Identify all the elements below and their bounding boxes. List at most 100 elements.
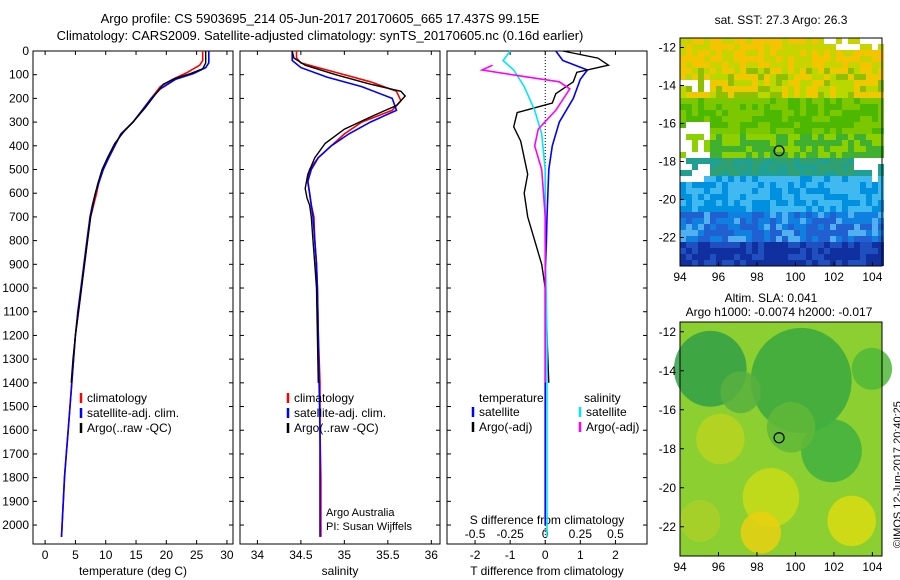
sst-cell [698,134,704,140]
sst-cell [740,206,746,212]
sst-cell [878,68,884,74]
sst-cell [806,92,812,98]
sst-cell [758,218,764,224]
sst-cell [746,176,752,182]
sst-cell [872,188,878,194]
sst-cell [824,194,830,200]
sst-cell [770,128,776,134]
sst-cell [722,110,728,116]
sst-cell [692,134,698,140]
sst-cell [818,164,824,170]
sst-cell [692,218,698,224]
sst-cell [746,146,752,152]
sst-cell [788,164,794,170]
sst-cell [848,116,854,122]
sst-cell [710,188,716,194]
sst-cell [818,98,824,104]
sst-cell [854,62,860,68]
y-tick-label: 1600 [2,423,29,437]
sst-cell [836,176,842,182]
sst-cell [722,218,728,224]
sst-cell [758,86,764,92]
legend-header: salinity [584,391,621,405]
sst-cell [746,242,752,248]
sst-cell [746,110,752,116]
sst-cell [812,146,818,152]
sst-cell [878,116,884,122]
sst-cell [800,176,806,182]
sst-cell [764,242,770,248]
sst-cell [686,74,692,80]
sst-cell [866,200,872,206]
x-tick-label: 34 [251,548,265,562]
x-tick-label: 36 [425,548,439,562]
sst-cell [788,194,794,200]
sst-cell [800,68,806,74]
sst-cell [866,80,872,86]
sst-cell [878,128,884,134]
sst-cell [722,224,728,230]
sst-cell [782,254,788,260]
sst-cell [710,56,716,62]
sst-cell [782,140,788,146]
sst-cell [680,206,686,212]
sst-cell [704,206,710,212]
x-tick-label: 20 [160,548,174,562]
sst-cell [818,122,824,128]
sst-cell [806,170,812,176]
sst-cell [878,260,884,266]
sst-cell [812,230,818,236]
sst-cell [710,86,716,92]
sst-cell [836,164,842,170]
sst-title: sat. SST: 27.3 Argo: 26.3 [715,13,848,27]
sst-cell [740,224,746,230]
sst-cell [818,128,824,134]
sst-cell [794,230,800,236]
sst-cell [848,176,854,182]
sst-cell [806,206,812,212]
sst-cell [866,146,872,152]
sst-cell [752,152,758,158]
sst-cell [866,68,872,74]
series-line-argo-raw-qc- [291,50,407,383]
sst-cell [710,80,716,86]
sst-cell [788,74,794,80]
sst-cell [734,146,740,152]
sst-cell [860,188,866,194]
sst-cell [740,122,746,128]
sst-cell [722,230,728,236]
sst-cell [782,98,788,104]
sst-cell [806,38,812,44]
sst-cell [866,92,872,98]
sst-cell [770,140,776,146]
y-tick-label: 2000 [2,518,29,532]
sst-cell [692,164,698,170]
sst-cell [770,146,776,152]
sst-cell [764,260,770,266]
sst-cell [698,38,704,44]
sst-cell [824,146,830,152]
sst-cell [680,212,686,218]
sst-cell [764,104,770,110]
sst-cell [878,176,884,182]
sst-cell [764,146,770,152]
sst-cell [818,44,824,50]
sst-cell [704,38,710,44]
sst-cell [722,152,728,158]
sst-cell [860,140,866,146]
sst-cell [734,194,740,200]
sst-cell [698,182,704,188]
x-tick-label: 30 [220,548,234,562]
sst-cell [854,74,860,80]
sst-cell [830,50,836,56]
sst-cell [842,80,848,86]
sla-blob [801,419,862,483]
sst-cell [854,116,860,122]
sst-cell [776,128,782,134]
sst-cell [836,50,842,56]
sst-cell [830,104,836,110]
sst-cell [704,68,710,74]
sst-cell [728,98,734,104]
sst-cell [836,212,842,218]
sst-cell [842,92,848,98]
